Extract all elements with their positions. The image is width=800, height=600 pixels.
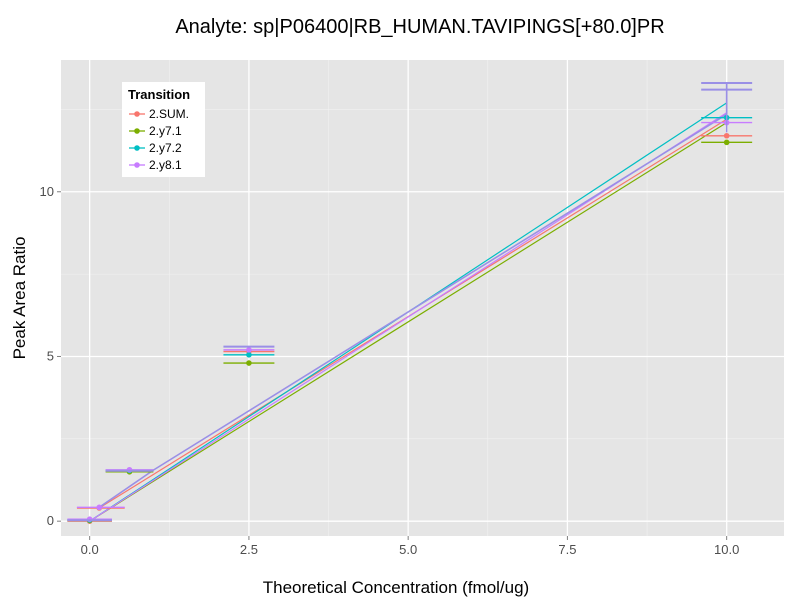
y-axis-title: Peak Area Ratio — [10, 237, 29, 360]
legend-label: 2.y8.1 — [149, 158, 182, 172]
grid — [61, 60, 784, 536]
data-point — [96, 504, 103, 511]
fit-lines — [89, 83, 728, 522]
legend-label: 2.y7.1 — [149, 124, 182, 138]
y-tick-label: 10 — [40, 184, 54, 199]
x-tick-label: 0.0 — [81, 542, 99, 557]
x-tick-label: 5.0 — [399, 542, 417, 557]
legend-key-point — [134, 162, 140, 168]
legend-key-point — [134, 145, 140, 151]
data-point — [246, 352, 252, 358]
data-point — [246, 360, 252, 366]
legend-key-point — [134, 128, 140, 134]
chart-title: Analyte: sp|P06400|RB_HUMAN.TAVIPINGS[+8… — [175, 16, 664, 38]
legend-key-point — [134, 111, 140, 117]
x-tick-label: 2.5 — [240, 542, 258, 557]
legend-title: Transition — [128, 87, 190, 102]
data-point — [723, 132, 730, 139]
legend-label: 2.SUM. — [149, 107, 189, 121]
x-tick-label: 7.5 — [558, 542, 576, 557]
data-marks — [67, 82, 753, 524]
fit-line — [89, 122, 727, 522]
axes: 0.0 2.5 5.0 7.5 10.0 0 5 10 — [40, 184, 740, 557]
y-tick-label: 5 — [47, 348, 54, 363]
y-tick-label: 0 — [47, 513, 54, 528]
x-tick-label: 10.0 — [714, 542, 739, 557]
x-axis-title: Theoretical Concentration (fmol/ug) — [263, 578, 529, 597]
legend: Transition 2.SUM. 2.y7.1 2.y7.2 2.y8.1 — [122, 82, 205, 177]
data-point — [246, 347, 252, 353]
legend-label: 2.y7.2 — [149, 141, 182, 155]
data-point — [723, 139, 730, 146]
